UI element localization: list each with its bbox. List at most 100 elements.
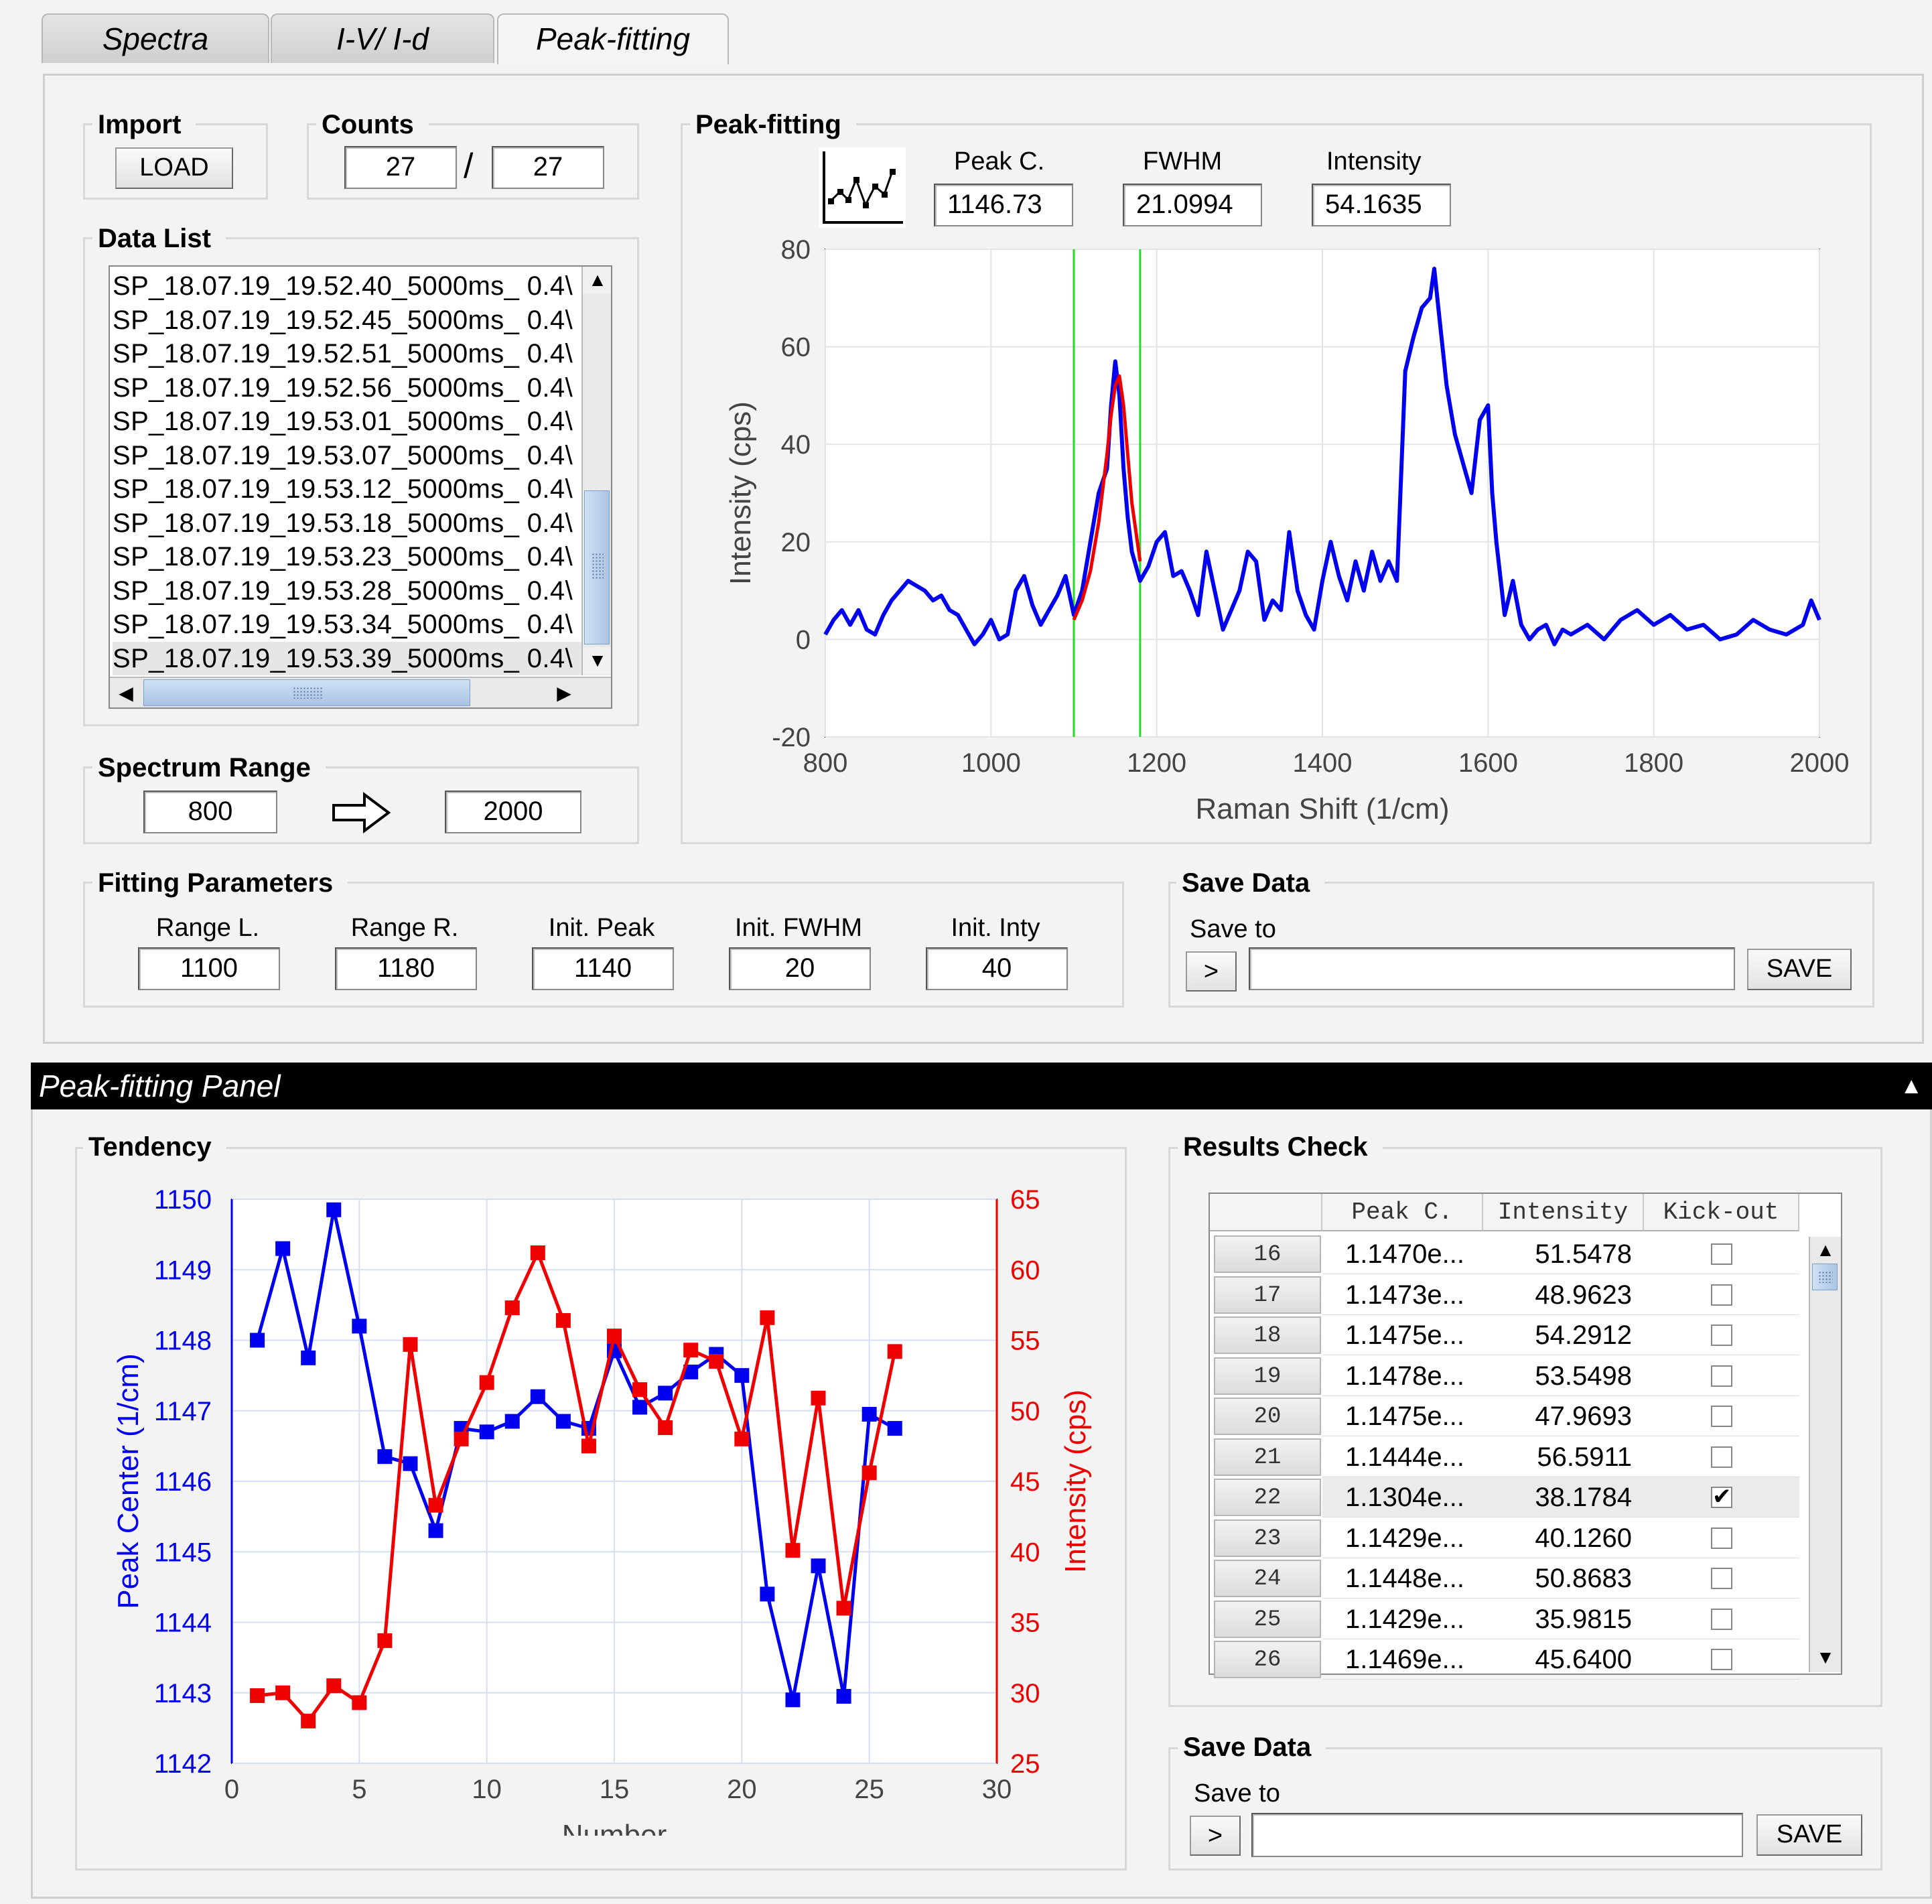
data-list[interactable]: SP_18.07.19_19.52.40_5000ms_ 0.4\ SP_18.0…: [109, 265, 612, 709]
fit-param-field[interactable]: 20: [729, 947, 871, 990]
scroll-left-arrow-icon[interactable]: ◀: [119, 683, 133, 703]
fit-curve-line: [1072, 374, 1142, 621]
column-header-intensity[interactable]: Intensity: [1483, 1194, 1644, 1231]
cell-intensity: 35.9815: [1535, 1604, 1632, 1634]
kick-out-checkbox[interactable]: [1711, 1446, 1732, 1468]
fit-param-field[interactable]: 40: [926, 947, 1068, 990]
kick-out-checkbox[interactable]: [1711, 1608, 1732, 1630]
y-left-tick-label: 1146: [154, 1467, 212, 1497]
cell-peak-c: 1.1444e...: [1345, 1442, 1464, 1472]
spectrum-chart[interactable]: 800 1000 1200 1400 1600 1800 2000 -20 0 20 40 60 80 R…: [670, 214, 1889, 831]
data-list-item[interactable]: SP_18.07.19_19.53.34_5000ms_ 0.4\: [113, 610, 573, 639]
tab-peak-fitting[interactable]: Peak-fitting: [497, 13, 729, 64]
row-header[interactable]: 18: [1214, 1316, 1321, 1354]
row-header[interactable]: 21: [1214, 1438, 1321, 1476]
import-title: Import: [92, 110, 196, 140]
intensity-marker: [454, 1431, 469, 1446]
intensity-marker: [555, 1313, 571, 1329]
kick-out-checkbox[interactable]: [1711, 1324, 1732, 1346]
scroll-down-arrow-icon[interactable]: ▼: [583, 647, 611, 674]
row-header[interactable]: 24: [1214, 1560, 1321, 1597]
data-list-item[interactable]: SP_18.07.19_19.53.12_5000ms_ 0.4\: [113, 474, 573, 504]
data-list-title: Data List: [92, 224, 226, 254]
tendency-chart[interactable]: 0 5 10 15 20 25 301142114311441145114611471148…: [79, 1179, 1124, 1836]
fit-param-field[interactable]: 1100: [138, 947, 280, 990]
row-header[interactable]: 22: [1214, 1479, 1321, 1516]
kick-out-checkbox[interactable]: ✔: [1711, 1484, 1732, 1509]
data-list-item[interactable]: SP_18.07.19_19.52.40_5000ms_ 0.4\: [113, 271, 573, 301]
x-tick-label: 25: [854, 1775, 884, 1804]
row-header[interactable]: 17: [1214, 1276, 1321, 1314]
kick-out-checkbox[interactable]: [1711, 1568, 1732, 1589]
scroll-up-arrow-icon[interactable]: ▲: [1816, 1239, 1835, 1260]
data-list-item[interactable]: SP_18.07.19_19.53.01_5000ms_ 0.4\: [113, 407, 573, 436]
data-list-item[interactable]: SP_18.07.19_19.52.56_5000ms_ 0.4\: [113, 372, 573, 403]
load-button[interactable]: LOAD: [115, 147, 233, 189]
data-list-item[interactable]: SP_18.07.19_19.53.23_5000ms_ 0.4\: [113, 542, 573, 571]
data-list-item[interactable]: SP_18.07.19_19.53.07_5000ms_ 0.4\: [113, 440, 573, 470]
fit-param-field[interactable]: 1180: [335, 947, 477, 990]
data-list-hscrollbar[interactable]: ◀ ▶: [110, 677, 611, 707]
scroll-right-arrow-icon[interactable]: ▶: [557, 683, 571, 703]
intensity-marker: [734, 1431, 750, 1446]
column-header-peak-c[interactable]: Peak C.: [1322, 1194, 1483, 1231]
row-header[interactable]: 26: [1214, 1641, 1321, 1678]
data-list-item[interactable]: SP_18.07.19_19.52.51_5000ms_ 0.4\: [113, 339, 573, 368]
row-divider: [1322, 1598, 1799, 1599]
collapse-up-icon[interactable]: ▲: [1900, 1073, 1923, 1099]
range-from-field[interactable]: 800: [143, 791, 277, 833]
row-header[interactable]: 25: [1214, 1600, 1321, 1638]
peak-center-marker: [403, 1456, 418, 1471]
peak-center-marker: [658, 1385, 673, 1401]
browse-top-button[interactable]: >: [1186, 951, 1237, 992]
results-vscrollbar[interactable]: ▲ ▼: [1809, 1237, 1841, 1672]
intensity-marker: [861, 1465, 877, 1481]
y-axis-label: Intensity (cps): [724, 401, 757, 585]
y-left-tick-label: 1142: [154, 1749, 212, 1779]
scroll-up-arrow-icon[interactable]: ▲: [583, 267, 611, 293]
fit-param-field[interactable]: 1140: [532, 947, 674, 990]
y-right-tick-label: 55: [1010, 1327, 1040, 1356]
data-list-item[interactable]: SP_18.07.19_19.53.28_5000ms_ 0.4\: [113, 575, 573, 606]
kick-out-checkbox[interactable]: [1711, 1649, 1732, 1670]
y-tick-label: 60: [781, 333, 811, 362]
intensity-field: 54.1635: [1312, 184, 1451, 226]
range-to-field[interactable]: 2000: [445, 791, 581, 833]
save-path-bottom-input[interactable]: [1251, 1813, 1743, 1857]
kick-out-checkbox[interactable]: [1711, 1365, 1732, 1387]
column-header-kick-out[interactable]: Kick-out: [1644, 1194, 1799, 1231]
counts-current-field[interactable]: 27: [344, 146, 457, 189]
kick-out-checkbox[interactable]: [1711, 1284, 1732, 1306]
save-path-top-input[interactable]: [1249, 947, 1735, 990]
vscroll-thumb[interactable]: [584, 490, 610, 644]
save-top-button[interactable]: SAVE: [1747, 949, 1852, 990]
hscroll-thumb[interactable]: [143, 679, 470, 706]
kick-out-checkbox[interactable]: [1711, 1243, 1732, 1265]
fit-param-label: Range L.: [155, 914, 260, 942]
kick-out-checkbox[interactable]: [1711, 1527, 1732, 1549]
data-list-item[interactable]: SP_18.07.19_19.53.18_5000ms_ 0.4\: [113, 508, 573, 538]
kick-out-checkbox[interactable]: [1711, 1406, 1732, 1427]
fit-param-label: Init. FWHM: [735, 914, 862, 942]
peak-center-marker: [352, 1318, 367, 1334]
row-header[interactable]: 19: [1214, 1357, 1321, 1395]
data-list-item[interactable]: SP_18.07.19_19.52.45_5000ms_ 0.4\: [113, 305, 573, 335]
results-header-corner: [1210, 1194, 1322, 1231]
browse-bottom-button[interactable]: >: [1190, 1816, 1241, 1856]
row-header[interactable]: 16: [1214, 1235, 1321, 1273]
cell-peak-c: 1.1429e...: [1345, 1604, 1464, 1634]
row-header[interactable]: 23: [1214, 1519, 1321, 1557]
tab-spectra[interactable]: Spectra: [42, 13, 269, 63]
fit-button[interactable]: [819, 147, 906, 228]
data-list-item[interactable]: SP_18.07.19_19.53.39_5000ms_ 0.4\: [113, 641, 581, 675]
row-header[interactable]: 20: [1214, 1398, 1321, 1435]
peak-center-marker: [785, 1692, 801, 1708]
intensity-series-line: [257, 1248, 897, 1724]
results-scroll-thumb[interactable]: [1812, 1264, 1838, 1290]
data-list-vscrollbar[interactable]: ▲ ▼: [581, 267, 611, 675]
spectrum-range-title: Spectrum Range: [92, 753, 326, 783]
tab-iv-id[interactable]: I-V/ I-d: [271, 13, 494, 63]
y-right-tick-label: 30: [1010, 1679, 1040, 1708]
save-bottom-button[interactable]: SAVE: [1756, 1814, 1862, 1856]
scroll-down-arrow-icon[interactable]: ▼: [1816, 1647, 1835, 1668]
